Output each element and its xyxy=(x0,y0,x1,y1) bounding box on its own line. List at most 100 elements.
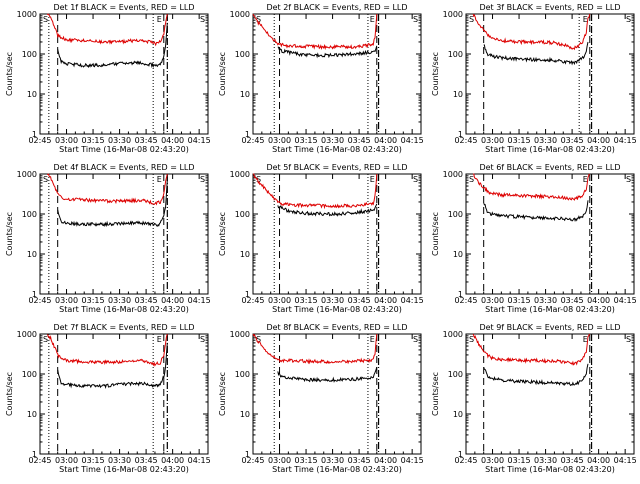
x-tick-label: 03:00 xyxy=(268,296,291,305)
end-marker-label: E xyxy=(583,335,588,344)
x-tick-label: 03:30 xyxy=(534,456,557,465)
y-tick-label: 1000 xyxy=(230,10,250,19)
plot-frame xyxy=(39,13,209,135)
series-line-events xyxy=(57,342,168,390)
y-tick-label: 1 xyxy=(245,290,250,299)
x-tick-label: 04:15 xyxy=(401,456,424,465)
series-line-events xyxy=(277,366,378,383)
x-tick-label: 02:45 xyxy=(28,296,51,305)
x-tick-label: 03:30 xyxy=(321,136,344,145)
x-tick-label: 03:30 xyxy=(321,456,344,465)
x-tick-label: 03:15 xyxy=(508,136,531,145)
x-tick-label: 03:45 xyxy=(135,456,158,465)
end-marker-label: E xyxy=(370,175,375,184)
x-tick-label: 03:15 xyxy=(82,136,105,145)
y-tick-label: 1 xyxy=(32,450,37,459)
start-marker-label-right: S xyxy=(626,15,631,24)
y-axis-label: Counts/sec xyxy=(431,52,440,96)
y-tick-label: 100 xyxy=(235,370,250,379)
chart-panel-7: Det 7f BLACK = Events, RED = LLD 1 10 100 10… xyxy=(5,323,211,474)
y-tick-label: 1 xyxy=(32,290,37,299)
x-tick-label: 03:30 xyxy=(534,296,557,305)
start-marker-label-right: S xyxy=(200,15,205,24)
y-axis-label: Counts/sec xyxy=(5,52,14,96)
y-tick-label: 1000 xyxy=(443,330,463,339)
y-tick-label: 10 xyxy=(240,90,250,99)
chart-panel-5: Det 5f BLACK = Events, RED = LLD 1 10 100 10… xyxy=(218,163,424,314)
x-tick-label: 04:00 xyxy=(587,296,610,305)
end-marker-label: E xyxy=(370,335,375,344)
x-tick-label: 03:30 xyxy=(108,136,131,145)
series-line-lld xyxy=(472,333,591,366)
y-axis-label: Counts/sec xyxy=(431,372,440,416)
y-tick-label: 10 xyxy=(27,90,37,99)
y-axis-label: Counts/sec xyxy=(218,52,227,96)
start-marker-label-right: S xyxy=(413,15,418,24)
series-line-lld xyxy=(46,333,168,367)
end-marker-label: E xyxy=(583,175,588,184)
chart-title: Det 7f BLACK = Events, RED = LLD xyxy=(53,323,194,332)
x-tick-label: 03:15 xyxy=(508,456,531,465)
x-tick-label: 03:15 xyxy=(295,456,318,465)
series-line-lld xyxy=(252,13,378,51)
x-tick-label: 04:15 xyxy=(614,456,637,465)
chart-panel-6: Det 6f BLACK = Events, RED = LLD 1 10 100 10… xyxy=(431,163,637,314)
x-tick-label: 03:00 xyxy=(481,456,504,465)
x-tick-label: 03:30 xyxy=(321,296,344,305)
x-axis-label: Start Time (16-Mar-08 02:43:20) xyxy=(272,305,402,314)
x-tick-label: 02:45 xyxy=(454,136,477,145)
y-axis-label: Counts/sec xyxy=(431,212,440,256)
y-tick-label: 10 xyxy=(453,410,463,419)
series-line-lld xyxy=(253,173,378,210)
x-tick-label: 03:45 xyxy=(561,296,584,305)
chart-title: Det 5f BLACK = Events, RED = LLD xyxy=(266,163,407,172)
x-tick-label: 04:00 xyxy=(374,456,397,465)
y-tick-label: 1000 xyxy=(17,170,37,179)
start-marker-label-right: S xyxy=(200,175,205,184)
start-marker-label: S xyxy=(43,175,48,184)
end-marker-label: E xyxy=(157,15,162,24)
start-marker-label: S xyxy=(256,175,261,184)
series-line-events xyxy=(277,203,378,217)
y-tick-label: 1000 xyxy=(443,170,463,179)
x-tick-label: 03:00 xyxy=(55,296,78,305)
x-tick-label: 04:15 xyxy=(401,136,424,145)
chart-panel-3: Det 3f BLACK = Events, RED = LLD 1 10 100 10… xyxy=(431,3,637,154)
x-axis-label: Start Time (16-Mar-08 02:43:20) xyxy=(485,145,615,154)
start-marker-label: S xyxy=(43,15,48,24)
x-tick-label: 04:15 xyxy=(401,296,424,305)
x-tick-label: 03:15 xyxy=(82,296,105,305)
end-marker-label: E xyxy=(157,335,162,344)
x-tick-label: 04:00 xyxy=(161,136,184,145)
y-axis-label: Counts/sec xyxy=(5,212,14,256)
series-line-lld xyxy=(472,13,591,51)
y-tick-label: 100 xyxy=(448,210,463,219)
y-tick-label: 10 xyxy=(240,250,250,259)
start-marker-label: S xyxy=(469,335,474,344)
y-tick-label: 100 xyxy=(22,210,37,219)
chart-panel-8: Det 8f BLACK = Events, RED = LLD 1 10 100 10… xyxy=(218,323,424,474)
y-tick-label: 100 xyxy=(22,370,37,379)
x-tick-label: 02:45 xyxy=(454,456,477,465)
x-tick-label: 03:45 xyxy=(135,136,158,145)
y-axis-label: Counts/sec xyxy=(218,372,227,416)
y-tick-label: 100 xyxy=(448,370,463,379)
x-tick-label: 04:00 xyxy=(587,456,610,465)
x-tick-label: 03:45 xyxy=(561,456,584,465)
chart-panel-4: Det 4f BLACK = Events, RED = LLD 1 10 100 10… xyxy=(5,163,211,314)
series-line-events xyxy=(57,22,168,69)
chart-title: Det 6f BLACK = Events, RED = LLD xyxy=(479,163,620,172)
x-tick-label: 03:00 xyxy=(55,456,78,465)
chart-title: Det 9f BLACK = Events, RED = LLD xyxy=(479,323,620,332)
x-tick-label: 04:00 xyxy=(374,296,397,305)
x-tick-label: 03:45 xyxy=(135,296,158,305)
end-marker-label: E xyxy=(157,175,162,184)
x-tick-label: 03:15 xyxy=(295,136,318,145)
x-tick-label: 03:45 xyxy=(348,136,371,145)
series-line-events xyxy=(483,41,589,66)
x-tick-label: 03:45 xyxy=(348,456,371,465)
x-tick-label: 03:45 xyxy=(561,136,584,145)
series-line-lld xyxy=(46,173,168,206)
x-tick-label: 04:15 xyxy=(188,296,211,305)
x-tick-label: 03:30 xyxy=(108,296,131,305)
